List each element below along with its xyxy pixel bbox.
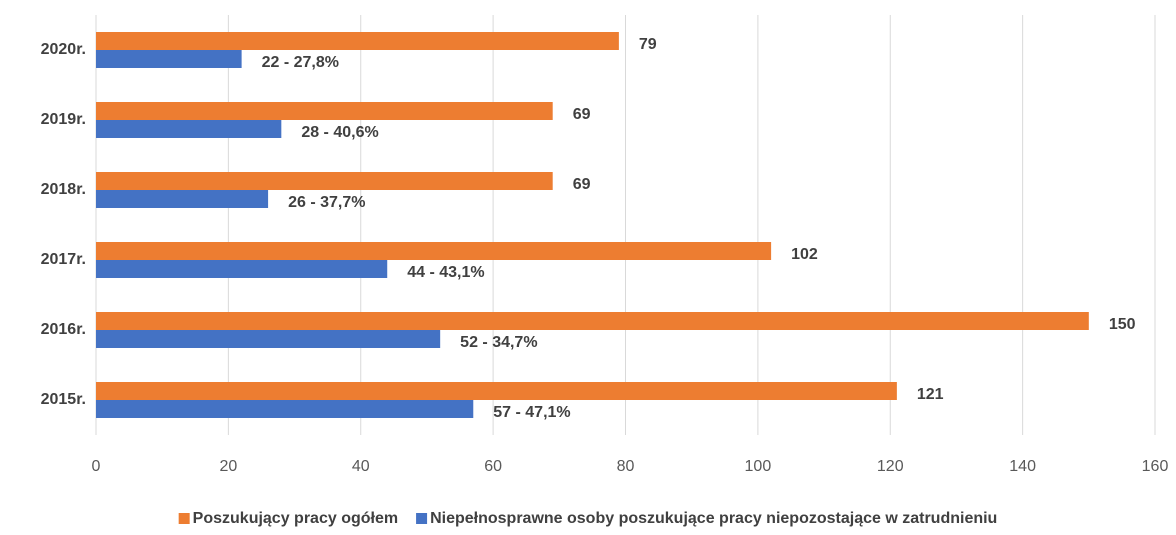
bar — [96, 190, 269, 208]
legend-label: Poszukujący pracy ogółem — [193, 510, 398, 527]
data-label: 28 - 40,6% — [301, 124, 378, 141]
bar — [96, 50, 242, 68]
y-tick-label: 2020r. — [41, 41, 86, 58]
bar — [96, 102, 553, 120]
x-tick-label: 140 — [1009, 458, 1036, 475]
bar — [96, 400, 474, 418]
data-label: 44 - 43,1% — [407, 264, 484, 281]
data-label: 150 — [1109, 316, 1136, 333]
y-tick-label: 2019r. — [41, 111, 86, 128]
data-label: 26 - 37,7% — [288, 194, 365, 211]
bar — [96, 330, 441, 348]
bar — [96, 242, 772, 260]
data-label: 52 - 34,7% — [460, 334, 537, 351]
x-tick-label: 40 — [352, 458, 370, 475]
y-tick-label: 2016r. — [41, 321, 86, 338]
y-tick-label: 2018r. — [41, 181, 86, 198]
bar — [96, 120, 282, 138]
data-label: 57 - 47,1% — [493, 404, 570, 421]
y-tick-label: 2017r. — [41, 251, 86, 268]
legend-label: Niepełnosprawne osoby poszukujące pracy … — [430, 510, 997, 527]
x-tick-label: 0 — [92, 458, 101, 475]
x-tick-label: 160 — [1142, 458, 1169, 475]
x-tick-label: 20 — [219, 458, 237, 475]
data-label: 121 — [917, 386, 944, 403]
data-label: 22 - 27,8% — [262, 54, 339, 71]
bar — [96, 312, 1089, 330]
x-tick-label: 60 — [484, 458, 502, 475]
legend-swatch — [178, 513, 190, 524]
x-tick-label: 80 — [617, 458, 635, 475]
data-label: 102 — [791, 246, 818, 263]
legend-swatch — [416, 513, 428, 524]
bar — [96, 382, 897, 400]
y-tick-label: 2015r. — [41, 391, 86, 408]
bar — [96, 172, 553, 190]
data-label: 79 — [639, 36, 657, 53]
data-label: 69 — [573, 106, 591, 123]
bar — [96, 32, 619, 50]
bar — [96, 260, 388, 278]
x-tick-label: 100 — [745, 458, 772, 475]
data-label: 69 — [573, 176, 591, 193]
x-tick-label: 120 — [877, 458, 904, 475]
